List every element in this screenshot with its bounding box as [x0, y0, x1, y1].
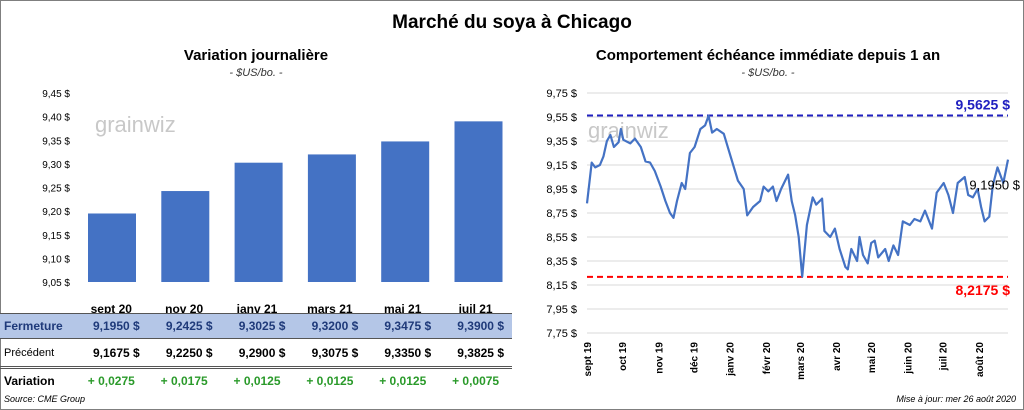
bar	[454, 121, 503, 282]
x-tick-label: nov 19	[654, 342, 665, 374]
y-tick-label: 9,05 $	[42, 278, 70, 289]
line-chart: 7,75 $ 7,95 $ 8,15 $ 8,35 $ 8,55 $ 8,75 $ 8,95…	[546, 88, 1020, 380]
y-tick-label: 8,35 $	[546, 256, 577, 268]
y-tick-label: 8,55 $	[546, 232, 577, 244]
table-row-fermeture: Fermeture 9,1950 $ 9,2425 $ 9,3025 $ 9,3…	[0, 313, 512, 339]
y-tick-label: 8,95 $	[546, 184, 577, 196]
y-tick-label: 9,40 $	[42, 113, 70, 124]
y-tick-label: 9,55 $	[546, 112, 577, 124]
row-label: Variation	[4, 373, 55, 388]
col-header: sept 20	[90, 302, 132, 316]
row-label: Précédent	[4, 347, 55, 359]
cell: 9,1950 $	[92, 319, 140, 333]
source-note: Source: CME Group	[4, 394, 86, 404]
cell: 9,3350 $	[384, 346, 432, 360]
bar	[307, 154, 356, 282]
cell: + 0,0125	[379, 373, 427, 388]
cell: 9,2900 $	[238, 346, 286, 360]
high-label: 9,5625 $	[956, 97, 1011, 113]
table-row-variation: Variation + 0,0275 + 0,0175 + 0,0125 + 0…	[0, 366, 512, 392]
x-tick-label: avr 20	[832, 342, 843, 371]
col-header: juil 21	[458, 302, 493, 316]
col-header: mars 21	[307, 302, 353, 316]
left-chart-title: Variation journalière	[183, 47, 329, 64]
cell: 9,3075 $	[311, 346, 359, 360]
cell: + 0,0075	[452, 373, 500, 388]
cell: 9,1675 $	[92, 346, 140, 360]
bar	[161, 191, 210, 282]
col-header: mai 21	[384, 302, 422, 316]
left-chart-unit: - $US/bo. -	[229, 67, 283, 79]
y-tick-label: 7,95 $	[546, 304, 577, 316]
x-tick-label: juin 20	[903, 342, 914, 375]
cell: 9,2425 $	[165, 319, 213, 333]
cell: 9,3475 $	[384, 319, 432, 333]
last-price-label: 9,1950 $	[969, 178, 1020, 193]
table-row-precedent: Précédent 9,1675 $ 9,2250 $ 9,2900 $ 9,3…	[0, 340, 512, 366]
bar-chart: 9,05 $ 9,10 $ 9,15 $ 9,20 $ 9,25 $ 9,30 $ 9,35…	[42, 89, 503, 289]
cell: + 0,0125	[306, 373, 354, 388]
y-tick-label: 9,35 $	[42, 136, 70, 147]
page-title: Marché du soya à Chicago	[392, 12, 632, 33]
bar	[88, 213, 136, 282]
cell: 9,2250 $	[165, 346, 213, 360]
x-tick-label: mai 20	[867, 342, 878, 374]
bar	[234, 162, 283, 282]
y-tick-label: 8,15 $	[546, 280, 577, 292]
cell: + 0,0275	[87, 373, 135, 388]
x-tick-label: déc 19	[689, 342, 700, 374]
col-header: janv 21	[236, 302, 278, 316]
table-header-row: sept 20 nov 20 janv 21 mars 21 mai 21 ju…	[0, 296, 512, 322]
x-tick-label: mars 20	[796, 342, 807, 380]
right-chart-title: Comportement échéance immédiate depuis 1…	[595, 47, 941, 64]
y-tick-label: 9,75 $	[546, 88, 577, 100]
y-tick-label: 8,75 $	[546, 208, 577, 220]
x-tick-label: sept 19	[583, 342, 594, 377]
y-tick-label: 9,35 $	[546, 136, 577, 148]
cell: + 0,0175	[160, 373, 208, 388]
y-tick-label: 9,20 $	[42, 207, 70, 218]
y-tick-label: 9,30 $	[42, 160, 70, 171]
bar	[381, 141, 430, 282]
price-line	[585, 114, 1010, 278]
y-tick-label: 9,25 $	[42, 184, 70, 195]
cell: 9,3825 $	[457, 346, 504, 360]
watermark: grainwiz	[95, 112, 176, 137]
cell: + 0,0125	[233, 373, 281, 388]
x-tick-label: oct 19	[618, 342, 629, 371]
x-tick-label: août 20	[975, 342, 986, 377]
low-label: 8,2175 $	[956, 282, 1011, 298]
cell: 9,3200 $	[311, 319, 359, 333]
y-tick-label: 7,75 $	[546, 328, 577, 340]
cell: 9,3025 $	[238, 319, 286, 333]
x-tick-label: juil 20	[939, 342, 950, 372]
x-tick-label: févr 20	[762, 342, 773, 375]
y-tick-label: 9,10 $	[42, 254, 70, 265]
y-tick-label: 9,15 $	[42, 231, 70, 242]
watermark: grainwiz	[588, 118, 669, 143]
update-note: Mise à jour: mer 26 août 2020	[896, 394, 1016, 404]
col-header: nov 20	[165, 302, 204, 316]
cell: 9,3900 $	[457, 319, 504, 333]
y-tick-label: 9,15 $	[546, 160, 577, 172]
x-tick-label: janv 20	[726, 342, 737, 377]
right-chart-unit: - $US/bo. -	[741, 67, 795, 79]
y-tick-label: 9,45 $	[42, 89, 70, 100]
row-label: Fermeture	[4, 319, 63, 333]
